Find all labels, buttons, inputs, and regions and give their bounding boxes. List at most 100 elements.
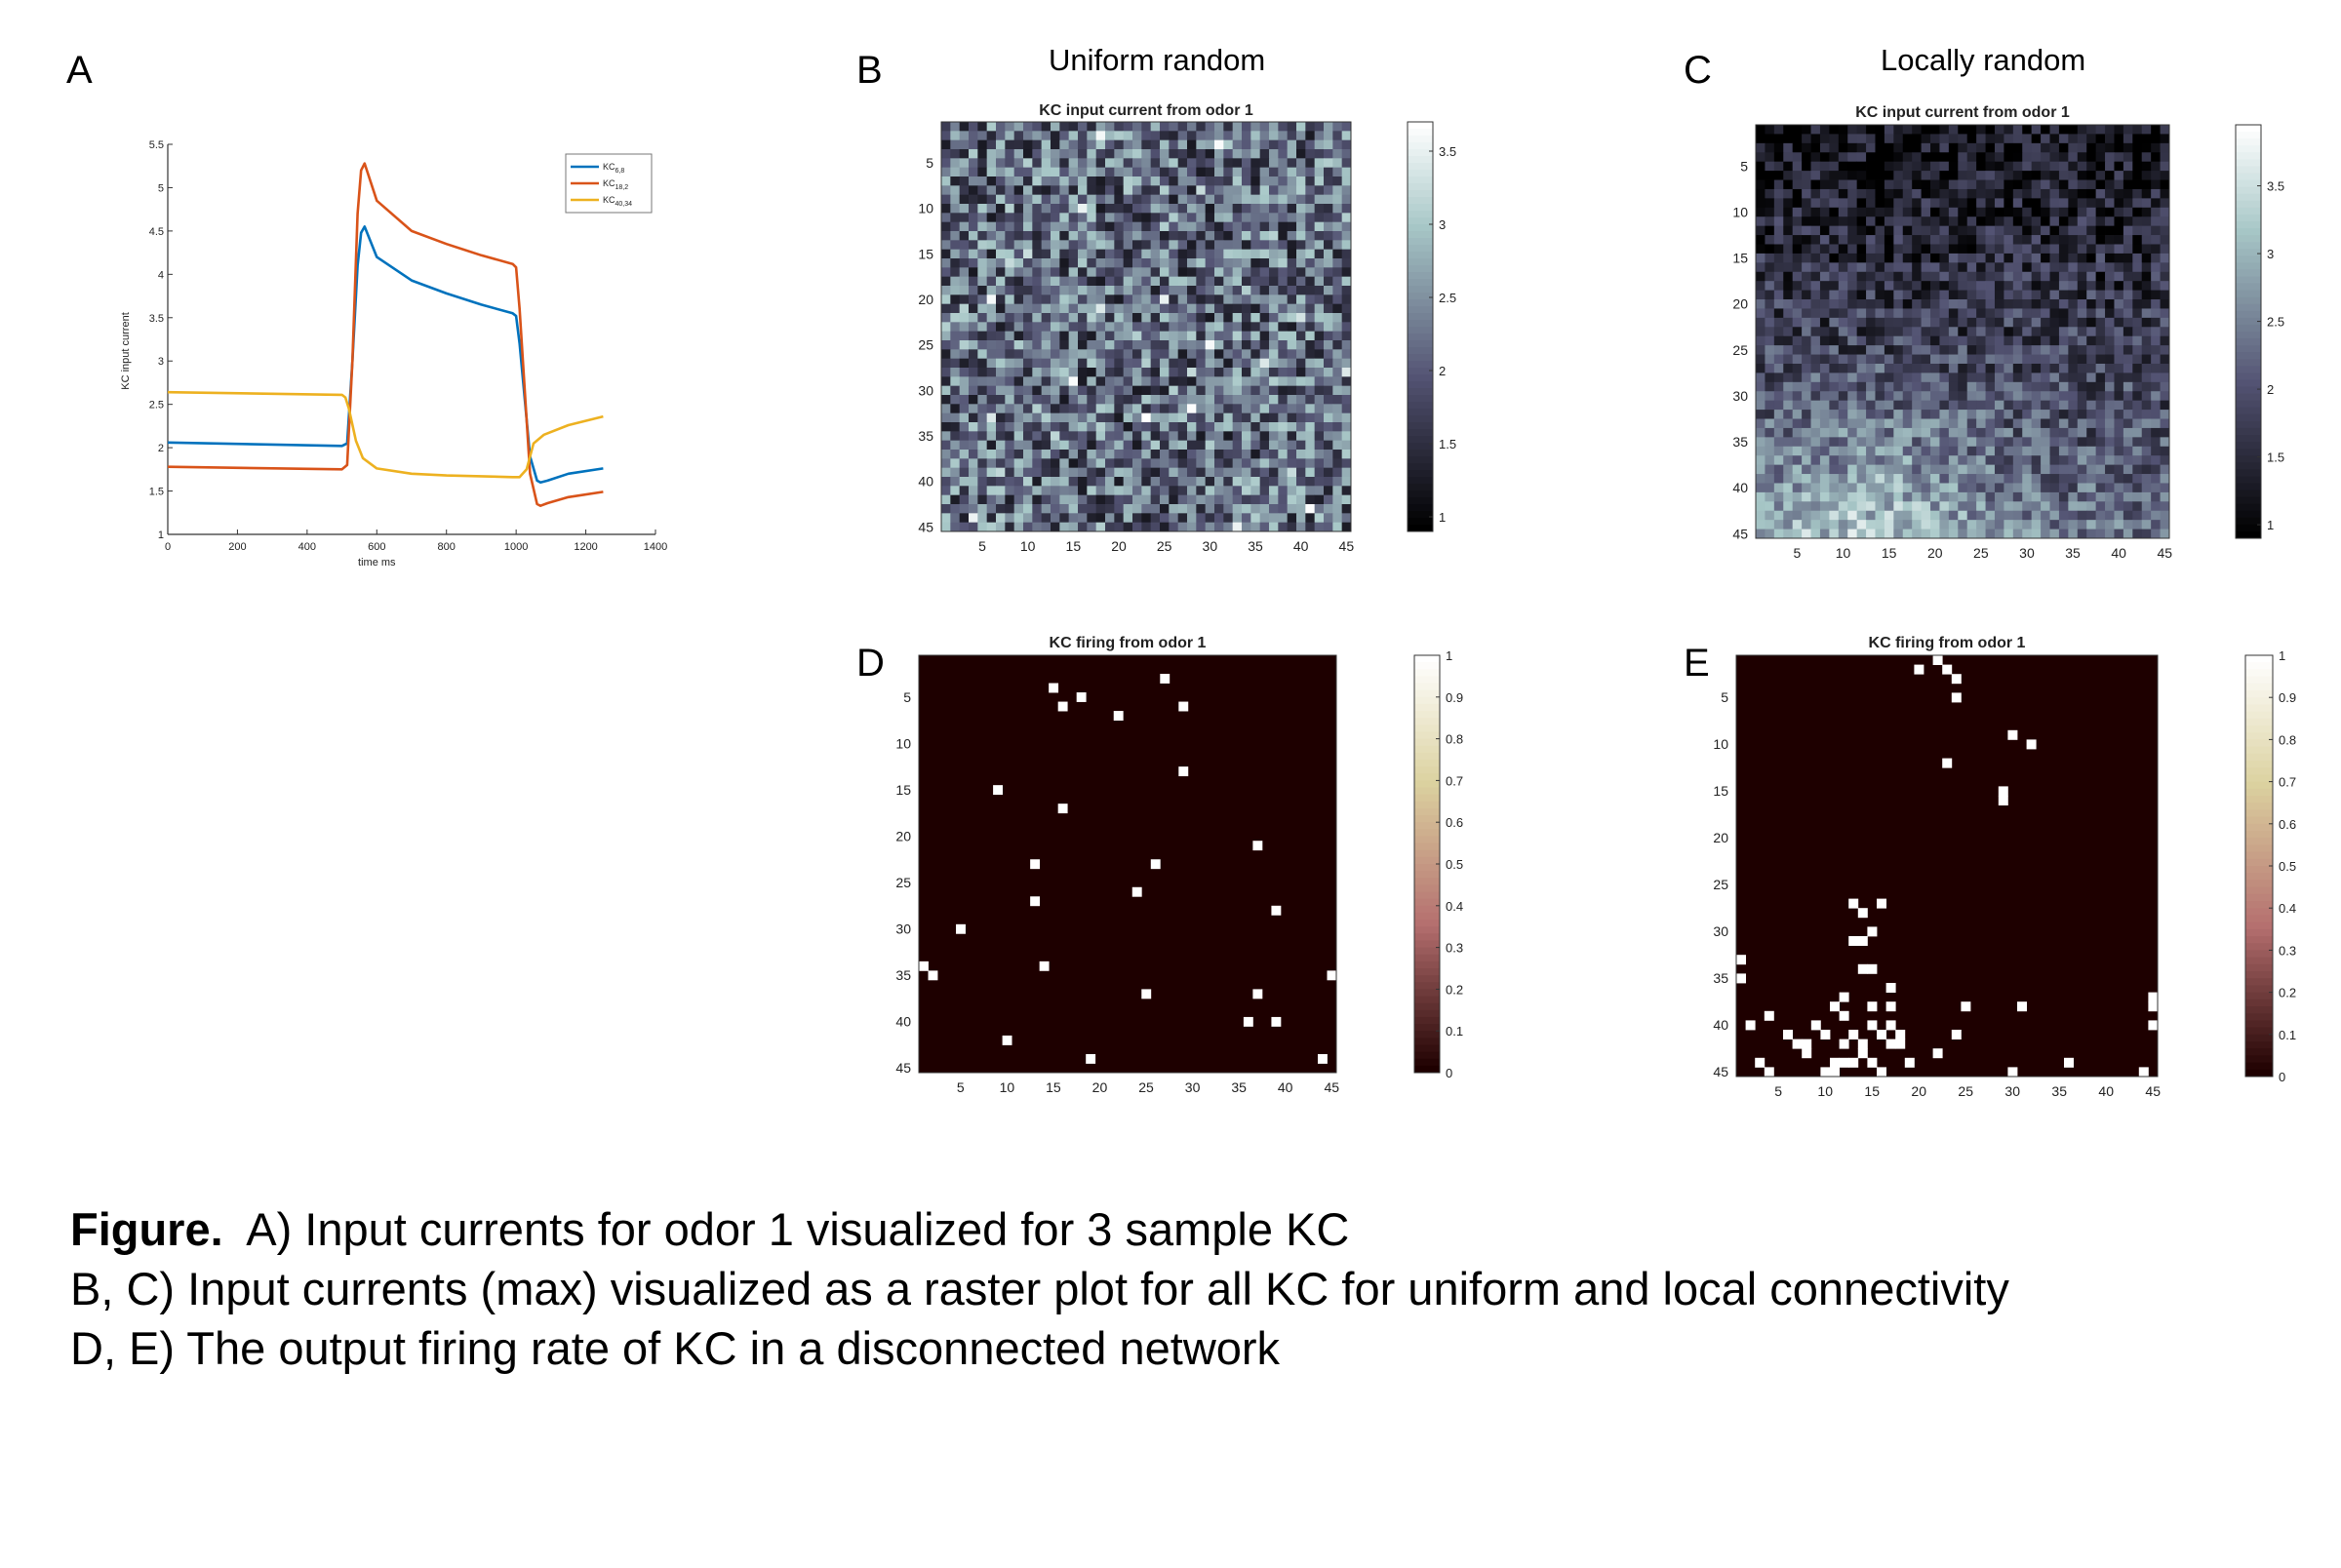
heatmap-cell — [1756, 391, 1766, 402]
heatmap-cell — [1196, 422, 1207, 432]
heatmap-cell — [2151, 437, 2161, 448]
heatmap-cell — [2049, 418, 2060, 429]
heatmap-cell — [1765, 410, 1775, 419]
heatmap-cell — [2132, 363, 2143, 373]
heatmap-cell — [2049, 501, 2060, 512]
heatmap-cell — [2058, 207, 2069, 217]
heatmap-cell — [1214, 477, 1224, 487]
x-tick-label: 45 — [2145, 1083, 2161, 1099]
heatmap-cell — [1068, 358, 1079, 369]
heatmap-cell — [1856, 207, 1867, 217]
heatmap-cells — [1736, 655, 2159, 1078]
heatmap-cell — [2022, 225, 2033, 236]
x-tick-label: 35 — [1248, 538, 1263, 554]
heatmap-cell — [2049, 474, 2060, 484]
heatmap-cell — [1259, 422, 1270, 432]
heatmap-cell — [2068, 235, 2079, 245]
heatmap-cell — [1332, 395, 1343, 405]
heatmap-cell — [2123, 483, 2133, 493]
heatmap-cell — [1958, 207, 1968, 217]
heatmap-cell — [1287, 258, 1297, 268]
heatmap-cell — [2141, 198, 2152, 209]
y-tick-label: 45 — [918, 519, 933, 534]
heatmap-cell — [1078, 440, 1088, 451]
heatmap-cell — [1829, 446, 1840, 456]
heatmap-cell — [1939, 501, 1950, 512]
heatmap-cell — [1269, 422, 1279, 432]
heatmap-cell — [1132, 477, 1142, 487]
x-tick-label: 40 — [2111, 545, 2126, 561]
heatmap-cell — [1095, 167, 1106, 177]
heatmap-cell — [1819, 464, 1830, 475]
heatmap-cell — [986, 358, 997, 369]
heatmap-cell — [2058, 235, 2069, 245]
heatmap-cell — [1187, 422, 1197, 432]
colorbar-segment — [2236, 138, 2261, 146]
heatmap-cell — [2151, 281, 2161, 291]
y-tick-label: 1.5 — [149, 487, 164, 498]
heatmap-cell — [969, 331, 978, 341]
heatmap-cell — [1324, 194, 1333, 205]
heatmap-cell — [959, 185, 970, 196]
heatmap-cell — [1287, 286, 1297, 295]
heatmap-cell — [1802, 372, 1811, 383]
heatmap-cell — [950, 340, 961, 350]
heatmap-cell — [1765, 464, 1775, 475]
heatmap-cell — [2123, 437, 2133, 448]
heatmap-cell — [2068, 464, 2079, 475]
heatmap-cell — [1838, 501, 1848, 512]
heatmap-cell — [2077, 483, 2087, 493]
heatmap-cell — [1866, 510, 1876, 521]
heatmap-cell — [1041, 167, 1051, 177]
heatmap-cell — [1169, 404, 1179, 414]
heatmap-cell — [1985, 308, 1996, 319]
heatmap-cell — [1847, 253, 1858, 263]
heatmap-cell — [1196, 331, 1207, 341]
heatmap-cell — [1068, 458, 1079, 469]
heatmap-cell — [1232, 494, 1243, 505]
heatmap-cell — [2049, 235, 2060, 245]
heatmap-cell — [1095, 204, 1106, 214]
heatmap-cell — [2004, 142, 2014, 153]
heatmap-cell — [2123, 520, 2133, 529]
heatmap-cell — [2041, 501, 2050, 512]
heatmap-cell — [1847, 418, 1858, 429]
heatmap-cell — [1242, 204, 1251, 214]
chart-d-heatmap: KC firing from odor 15 10 15 20 25 30 35 40 4551… — [895, 635, 1463, 1095]
heatmap-cell — [1765, 253, 1775, 263]
heatmap-cell — [1095, 249, 1106, 259]
heatmap-cell — [1123, 221, 1133, 232]
heatmap-cell — [969, 258, 978, 268]
heatmap-cell — [1856, 381, 1867, 392]
heatmap-cell — [2049, 437, 2060, 448]
heatmap-cell — [1287, 185, 1297, 196]
heatmap-cell — [1810, 529, 1821, 539]
heatmap-cell — [1095, 158, 1106, 169]
heatmap-cell — [1141, 513, 1152, 524]
heatmap-cell — [1278, 286, 1289, 295]
heatmap-cell — [950, 331, 961, 341]
heatmap-cell — [1792, 253, 1803, 263]
heatmap-cell — [2012, 455, 2023, 466]
heatmap-cell — [1783, 335, 1794, 346]
heatmap-cell — [1765, 225, 1775, 236]
heatmap-cell — [1059, 267, 1070, 278]
heatmap-cell — [2123, 244, 2133, 255]
heatmap-cell — [1068, 340, 1079, 350]
heatmap-cell — [2095, 216, 2106, 227]
heatmap-cell — [1314, 139, 1325, 150]
heatmap-cell — [1059, 477, 1070, 487]
y-tick-label: 5 — [158, 182, 164, 194]
heatmap-cell — [1810, 327, 1821, 337]
heatmap-cell — [1902, 345, 1913, 355]
heatmap-cell — [1087, 467, 1097, 478]
heatmap-cell — [1875, 335, 1885, 346]
heatmap-cell — [1023, 122, 1033, 132]
heatmap-cell — [2114, 281, 2124, 291]
heatmap-cell — [969, 458, 978, 469]
heatmap-cell — [959, 440, 970, 451]
heatmap-cell — [1141, 368, 1152, 377]
heatmap-cell — [1893, 308, 1904, 319]
heatmap-cell — [1059, 422, 1070, 432]
heatmap-cell — [1214, 376, 1224, 387]
